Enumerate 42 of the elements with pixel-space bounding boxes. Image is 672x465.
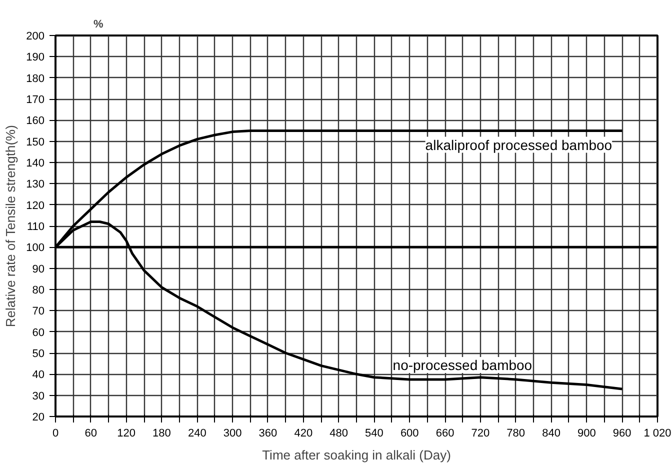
x-tick-label: 720	[471, 428, 490, 440]
y-tick-label: 80	[32, 284, 45, 296]
x-tick-label: 60	[84, 428, 98, 440]
y-tick-label: 170	[26, 94, 45, 106]
y-tick-label: 200	[26, 30, 45, 42]
y-tick-label: 20	[32, 412, 45, 424]
x-tick-label: 660	[436, 428, 454, 440]
x-tick-label: 480	[330, 428, 348, 440]
x-tick-label: 180	[152, 428, 171, 440]
y-tick-label: 90	[32, 263, 45, 276]
y-tick-label: 60	[32, 326, 45, 339]
series-label: no-processed bamboo	[392, 356, 532, 373]
y-tick-label: 150	[26, 136, 45, 148]
y-tick-label: 190	[26, 52, 45, 64]
x-tick-label: 1 020	[644, 428, 672, 440]
x-tick-label: 300	[223, 428, 242, 440]
y-tick-label: 30	[32, 390, 45, 402]
series-label: alkaliproof processed bamboo	[425, 136, 612, 153]
x-tick-label: 240	[188, 428, 206, 440]
x-tick-label: 600	[400, 428, 419, 440]
y-tick-label: 120	[26, 200, 45, 212]
y-tick-label: 70	[32, 306, 45, 318]
x-axis-title: Time after soaking in alkali (Day)	[262, 448, 451, 462]
y-tick-label: 130	[26, 178, 45, 191]
x-tick-label: 420	[294, 428, 313, 440]
x-tick-label: 900	[578, 428, 596, 440]
y-tick-label: 140	[26, 158, 45, 170]
x-tick-label: 840	[542, 428, 560, 440]
x-tick-label: 120	[117, 428, 136, 440]
x-tick-label: 540	[365, 428, 384, 440]
text: %	[94, 18, 104, 30]
y-tick-label: 110	[26, 221, 45, 233]
x-tick-label: 0	[52, 428, 59, 440]
x-tick-label: 960	[612, 428, 632, 440]
y-tick-label: 100	[26, 242, 45, 254]
y-tick-label: 180	[26, 72, 45, 85]
y-tick-label: 50	[32, 348, 45, 360]
y-axis-title: Relative rate of Tensile strength(%)	[3, 125, 18, 328]
x-tick-label: 360	[258, 428, 278, 440]
x-tick-label: 780	[506, 428, 526, 440]
y-tick-label: 160	[26, 115, 45, 128]
y-tick-label: 40	[32, 369, 45, 382]
